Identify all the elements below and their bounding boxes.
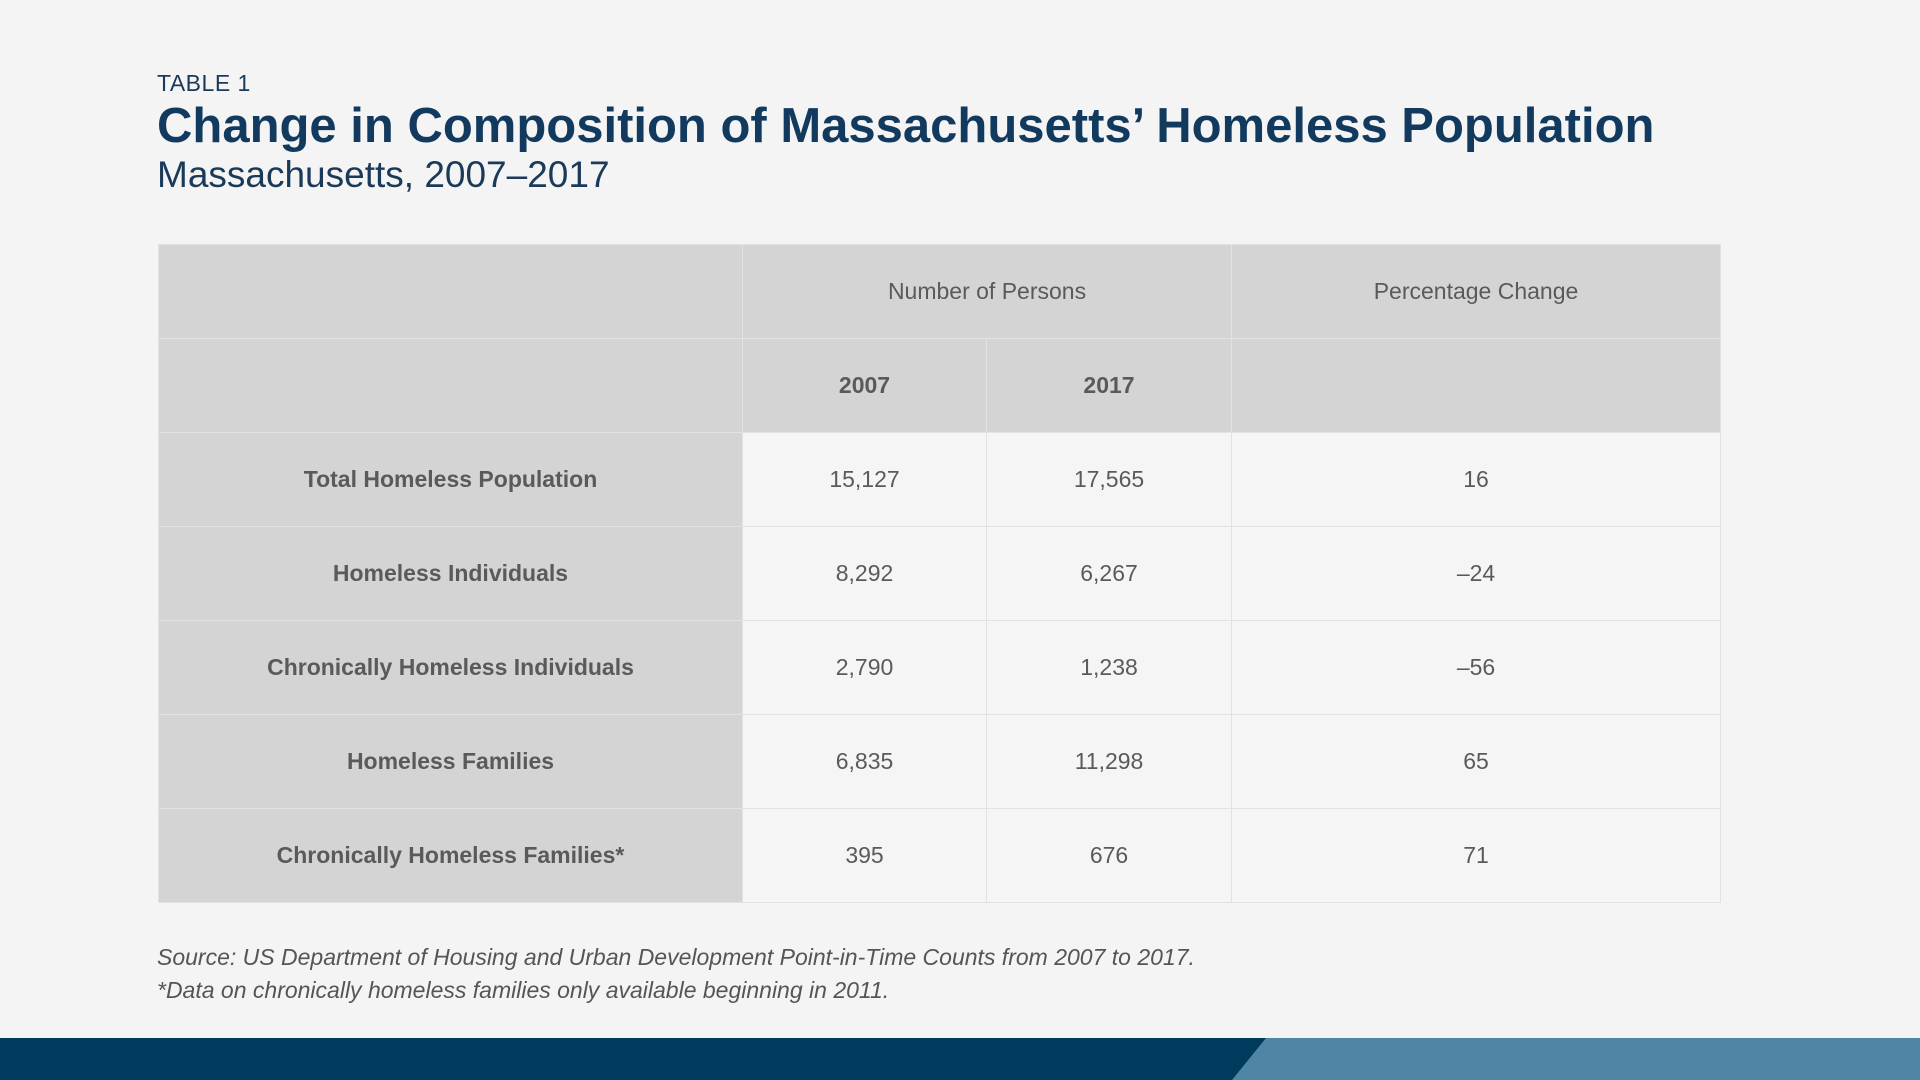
cell-pct-change: 16 xyxy=(1231,432,1722,527)
cell-2017: 11,298 xyxy=(985,714,1233,809)
row-label: Homeless Individuals xyxy=(158,526,743,621)
page-subtitle: Massachusetts, 2007–2017 xyxy=(157,154,610,195)
cell-2017: 1,238 xyxy=(985,620,1233,715)
table-row: Total Homeless Population 15,127 17,565 … xyxy=(158,432,1722,527)
cell-2007: 395 xyxy=(742,808,987,903)
cell-pct-change: –56 xyxy=(1231,620,1722,715)
cell-pct-change: –24 xyxy=(1231,526,1722,621)
header-year-2017: 2017 xyxy=(985,338,1233,433)
row-label: Chronically Homeless Individuals xyxy=(158,620,743,715)
header-year-2007: 2007 xyxy=(742,338,987,433)
cell-2007: 2,790 xyxy=(742,620,987,715)
cell-2017: 17,565 xyxy=(985,432,1233,527)
table-label: TABLE 1 xyxy=(157,70,251,96)
cell-2017: 6,267 xyxy=(985,526,1233,621)
source-note: Source: US Department of Housing and Urb… xyxy=(157,944,1195,970)
cell-2007: 8,292 xyxy=(742,526,987,621)
row-label: Total Homeless Population xyxy=(158,432,743,527)
cell-2007: 15,127 xyxy=(742,432,987,527)
footnote: *Data on chronically homeless families o… xyxy=(157,977,890,1003)
footer-accent xyxy=(1232,1038,1920,1080)
header-percentage-change: Percentage Change xyxy=(1231,244,1722,339)
header-corner-2 xyxy=(158,338,743,433)
cell-2017: 676 xyxy=(985,808,1233,903)
table-row: Chronically Homeless Individuals 2,790 1… xyxy=(158,620,1722,715)
data-table: Number of Persons Percentage Change 2007… xyxy=(158,244,1722,903)
cell-pct-change: 65 xyxy=(1231,714,1722,809)
table-row: Homeless Families 6,835 11,298 65 xyxy=(158,714,1722,809)
page-title: Change in Composition of Massachusetts’ … xyxy=(157,99,1655,153)
header-blank xyxy=(1231,338,1722,433)
header-row-years: 2007 2017 xyxy=(158,338,1722,433)
header-row-groups: Number of Persons Percentage Change xyxy=(158,244,1722,339)
source-notes: Source: US Department of Housing and Urb… xyxy=(157,941,1195,1007)
table-row: Chronically Homeless Families* 395 676 7… xyxy=(158,808,1722,903)
row-label: Chronically Homeless Families* xyxy=(158,808,743,903)
row-label: Homeless Families xyxy=(158,714,743,809)
table-row: Homeless Individuals 8,292 6,267 –24 xyxy=(158,526,1722,621)
cell-2007: 6,835 xyxy=(742,714,987,809)
header-number-of-persons: Number of Persons xyxy=(741,244,1233,339)
header-corner xyxy=(158,244,743,339)
cell-pct-change: 71 xyxy=(1231,808,1722,903)
